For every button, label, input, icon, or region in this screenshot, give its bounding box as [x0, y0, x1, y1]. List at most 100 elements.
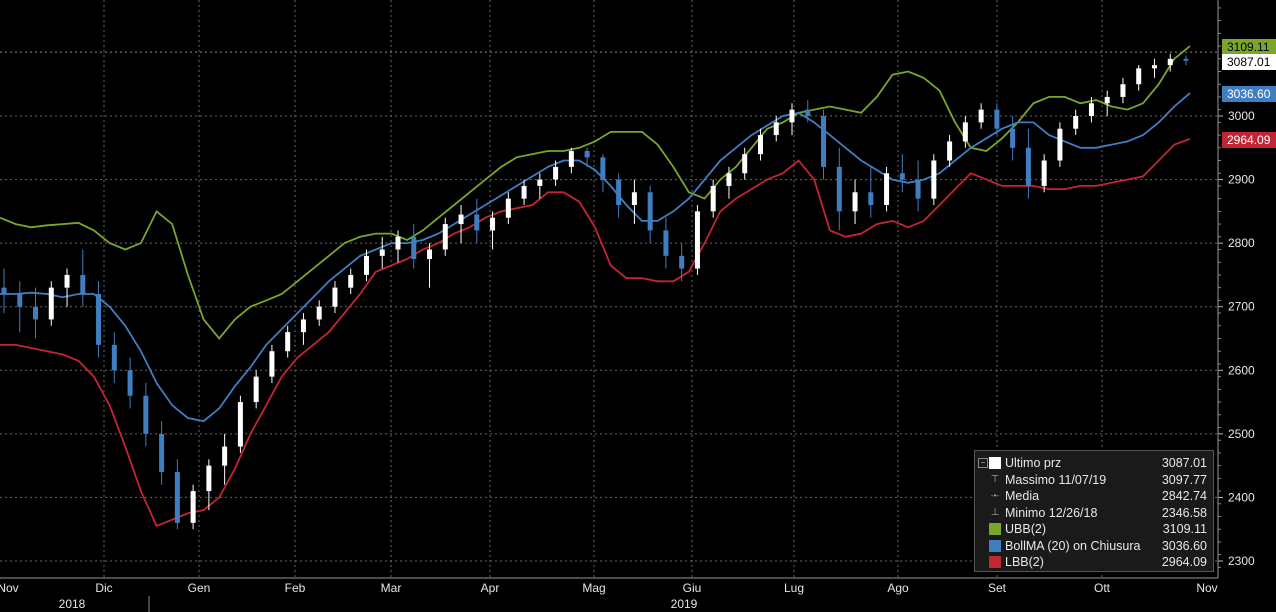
x-axis: Nov Dic Gen Feb Mar Apr Mag Giu Lug Ago Set Ott Nov 2… [0, 577, 1218, 612]
y-tick-label: 2400 [1228, 490, 1255, 504]
price-tag-label: 3087.01 [1227, 55, 1271, 69]
legend-row: -•- Media 2842.74 [989, 488, 1207, 505]
candle-body [190, 491, 196, 523]
y-axis: 2300 2400 2500 2600 2700 2800 2900 3000 [1217, 0, 1255, 578]
candle-body [348, 274, 354, 288]
x-tick-label: Nov [0, 581, 19, 595]
x-tick-label: Ott [1094, 581, 1111, 595]
candle-body [1010, 128, 1016, 148]
candle-body [143, 395, 149, 434]
candle-body [1057, 128, 1063, 161]
legend-row: ⊥ Minimo 12/26/18 2346.58 [989, 505, 1207, 522]
candle-body [411, 236, 417, 260]
price-tag-box [1222, 39, 1276, 55]
candle-body [505, 198, 511, 218]
candle-body [742, 154, 748, 174]
candle-body [206, 465, 212, 492]
candle-body [568, 150, 574, 167]
candle-body [285, 332, 291, 352]
blue-square-icon [989, 539, 1001, 552]
green-square-icon [989, 523, 1001, 536]
legend-label: Minimo 12/26/18 [1005, 505, 1098, 520]
candle-body [253, 376, 259, 403]
price-tag-box [1222, 54, 1276, 70]
candle-body [726, 173, 732, 186]
candle-body [852, 192, 858, 212]
candle-body [978, 109, 984, 123]
candlesticks [1, 53, 1189, 530]
candle-body [821, 116, 827, 167]
candle-body [237, 402, 243, 447]
red-square-icon [989, 556, 1001, 569]
average-marker-icon: -•- [990, 491, 1000, 501]
grid-lines [0, 0, 1218, 578]
legend-label: Massimo 11/07/19 [1005, 472, 1107, 487]
x-tick-label: Giu [683, 581, 702, 595]
candle-body [300, 319, 306, 333]
y-tick-label: 3000 [1228, 109, 1255, 123]
candle-body [33, 306, 39, 320]
y-tick-label: 2700 [1228, 300, 1255, 314]
candle-body [1073, 116, 1079, 129]
candle-body [884, 173, 890, 205]
legend-label: Media [1005, 489, 1040, 504]
legend-row: UBB(2) 3109.11 [989, 521, 1207, 538]
band-line-lbb-2- [0, 138, 1191, 528]
band-line-bollma-20- [0, 92, 1191, 423]
candle-body [379, 249, 385, 256]
candle-body [316, 306, 322, 320]
candle-body [1, 287, 7, 294]
collapse-icon[interactable]: − [978, 458, 988, 468]
candle-body [1041, 160, 1047, 186]
candle-body [899, 173, 905, 180]
candle-body [159, 433, 165, 472]
x-tick-label: Mar [381, 581, 402, 595]
candle-body [805, 109, 811, 116]
y-tick-label: 2800 [1228, 236, 1255, 250]
candle-body [332, 287, 338, 307]
candle-body [1151, 65, 1157, 69]
white-square-icon [989, 457, 1001, 470]
candle-body [174, 472, 180, 523]
legend-value: 2842.74 [1161, 489, 1207, 504]
candle-body [773, 122, 779, 136]
x-tick-label: Set [988, 581, 1007, 595]
x-tick-label: Feb [285, 581, 306, 595]
candle-body [80, 274, 86, 294]
legend-panel: − Ultimo prz 3087.01 ⊤ Massimo 11/07/19 3097… [974, 450, 1214, 572]
legend-label: UBB(2) [1005, 522, 1046, 537]
candle-body [442, 224, 448, 250]
legend-label: LBB(2) [1005, 555, 1044, 570]
legend-value: 3036.60 [1161, 538, 1207, 553]
candle-body [836, 166, 842, 212]
candle-body [48, 287, 54, 320]
candle-body [694, 211, 700, 269]
candle-body [710, 185, 716, 212]
legend-value: 3087.01 [1161, 456, 1207, 471]
x-tick-label: Gen [188, 581, 211, 595]
legend-row: LBB(2) 2964.09 [989, 554, 1207, 571]
legend-value: 2346.58 [1161, 505, 1207, 520]
candle-body [111, 344, 117, 371]
candle-body [584, 150, 590, 158]
candle-body [647, 192, 653, 231]
candle-body [663, 230, 669, 256]
price-tag-label: 3109.11 [1227, 40, 1270, 54]
legend-value: 2964.09 [1161, 555, 1207, 570]
candle-body [395, 236, 401, 250]
candle-body [64, 274, 70, 288]
candle-body [553, 166, 559, 180]
candle-body [17, 294, 23, 307]
x-tick-label: Ago [887, 581, 909, 595]
candle-body [947, 141, 953, 161]
candle-body [1120, 84, 1126, 97]
candle-body [427, 249, 433, 260]
band-line-ubb-2- [0, 45, 1191, 340]
candle-body [521, 185, 527, 199]
legend-label: Ultimo prz [1005, 456, 1062, 471]
candle-body [931, 160, 937, 199]
legend-row: ⊤ Massimo 11/07/19 3097.77 [989, 472, 1207, 489]
x-tick-label: Mag [582, 581, 605, 595]
